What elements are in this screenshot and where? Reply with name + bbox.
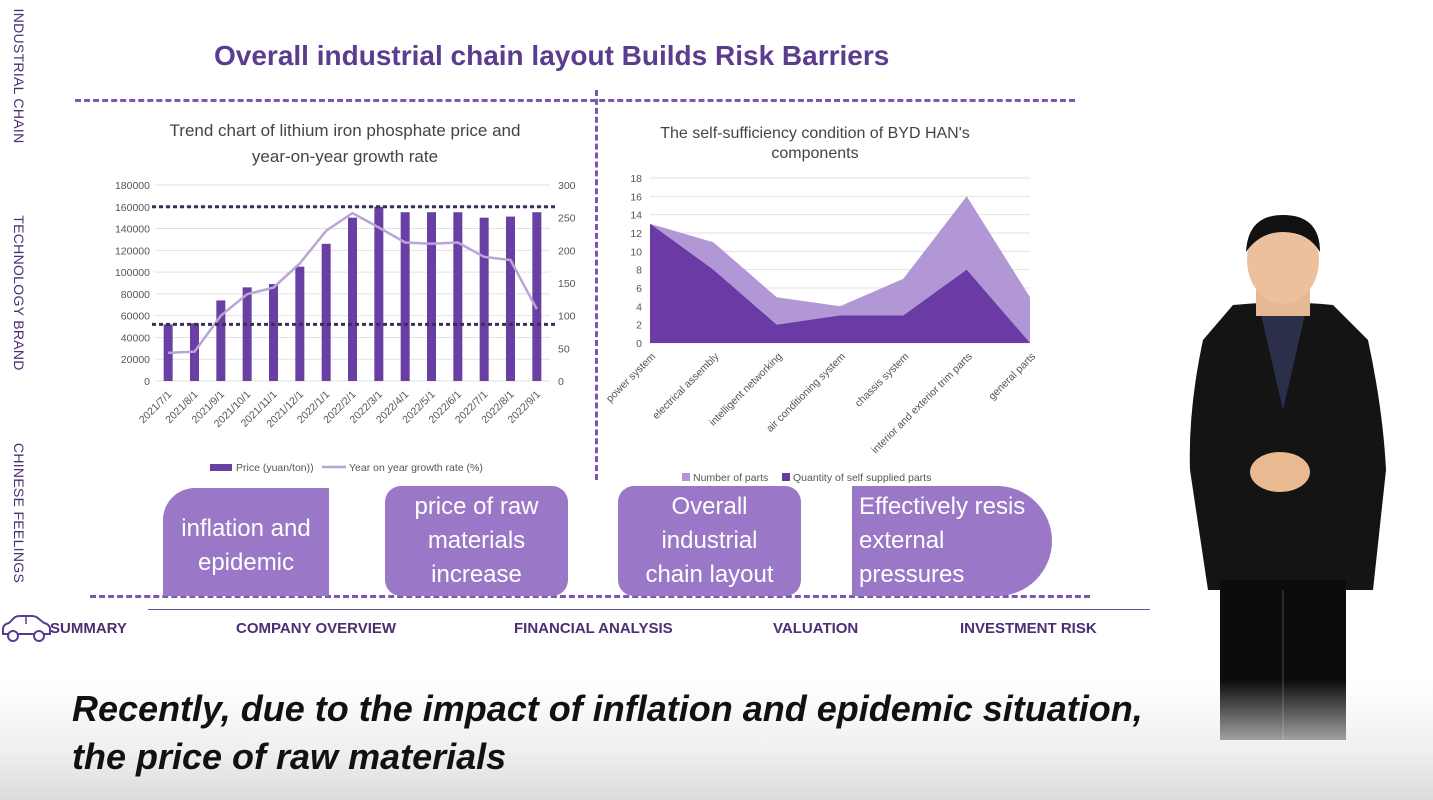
chart1-bar (479, 217, 489, 381)
chart1-price-trend: 0 20000 40000 60000 80000 100000 120000 140000 1… (115, 180, 576, 474)
chart1-legend-growth: Year on year growth rate (%) (349, 462, 483, 474)
nav-summary[interactable]: SUMMARY (50, 620, 127, 637)
side-label-industrial-chain[interactable]: INDUSTRIAL CHAIN (11, 8, 27, 144)
chart2-title-line2: components (771, 145, 859, 162)
chart1-bar (374, 206, 384, 381)
chart1-bar (506, 216, 515, 381)
chart1-bar (216, 300, 226, 381)
box-raw-materials-text: price of raw materials increase (414, 493, 539, 588)
chart1-legend-swatch-price (210, 464, 232, 471)
car-icon (2, 615, 51, 642)
chart1-growth-line (168, 211, 538, 355)
chart1-ytick-left: 40000 (121, 332, 150, 344)
presenter-figure (1189, 215, 1386, 740)
chart1-bar (532, 212, 542, 381)
nav-underline (148, 609, 1150, 610)
chart2-xtick: interior and exterior trim parts (869, 351, 974, 456)
box-industrial-layout: Overall industrial chain layout (618, 486, 801, 596)
chart1-title-line2: year-on-year growth rate (251, 147, 439, 166)
chart1-bar (348, 217, 357, 381)
chart1-ytick-left: 120000 (115, 245, 150, 257)
chart1-bar (400, 212, 410, 381)
chart1-legend-price: Price (yuan/ton)) (236, 462, 314, 474)
box-inflation-epidemic: inflation and epidemic (163, 488, 329, 596)
chart1-title-line1: Trend chart of lithium iron phosphate pr… (169, 121, 521, 140)
box-industrial-layout-text: Overall industrial chain layout (645, 493, 774, 588)
chart1-ytick-right: 150 (558, 278, 576, 290)
chart2-ytick: 16 (630, 191, 642, 203)
chart2-legend-self: Quantity of self supplied parts (793, 472, 931, 484)
chart1-bar (242, 287, 252, 381)
chart2-legend-swatch-number (682, 473, 690, 481)
chart1-bar (269, 284, 278, 381)
chart1-ytick-right: 0 (558, 376, 564, 388)
center-divider (595, 90, 598, 480)
nav-investment-risk[interactable]: INVESTMENT RISK (960, 620, 1097, 637)
chart1-ytick-left: 160000 (115, 202, 150, 214)
subtitle-line2: the price of raw materials (72, 736, 507, 777)
chart2-ytick: 18 (630, 173, 642, 185)
chart1-ytick-right: 300 (558, 180, 576, 192)
side-label-technology-brand[interactable]: TECHNOLOGY BRAND (11, 215, 27, 371)
chart1-ytick-left: 20000 (121, 354, 150, 366)
chart2-ytick: 0 (636, 338, 642, 350)
chart1-ytick-right: 100 (558, 311, 576, 323)
nav-valuation[interactable]: VALUATION (773, 620, 859, 637)
chart2-ytick: 10 (630, 246, 642, 258)
chart1-ytick-left: 0 (144, 376, 150, 388)
box-inflation-epidemic-text: inflation and epidemic (181, 515, 311, 576)
box-external-pressures: Effectively resis external pressures (852, 486, 1052, 596)
chart2-title-line1: The self-sufficiency condition of BYD HA… (660, 125, 970, 142)
chart1-ytick-right: 250 (558, 213, 576, 225)
nav-financial-analysis[interactable]: FINANCIAL ANALYSIS (514, 620, 673, 637)
chart1-bar (163, 324, 173, 381)
top-divider (75, 99, 1075, 102)
subtitle-line1: Recently, due to the impact of inflation… (72, 688, 1143, 729)
chart1-bar (453, 212, 463, 381)
nav-company-overview[interactable]: COMPANY OVERVIEW (236, 620, 397, 637)
chart2-title: The self-sufficiency condition of BYD HA… (620, 124, 1010, 164)
chart2-ytick: 12 (630, 228, 642, 240)
box-external-pressures-text: Effectively resis external pressures (859, 493, 1026, 588)
chart1-ytick-left: 80000 (121, 289, 150, 301)
chart2-xtick: chassis system (853, 350, 912, 409)
chart2-xtick: power system (604, 350, 658, 404)
subtitle-caption: Recently, due to the impact of inflation… (72, 685, 1143, 781)
chart1-ytick-left: 60000 (121, 311, 150, 323)
chart2-ytick: 14 (630, 210, 642, 222)
side-nav: INDUSTRIAL CHAIN TECHNOLOGY BRAND CHINES… (0, 0, 40, 600)
bottom-divider (90, 595, 1090, 598)
subtitle-band (0, 680, 1433, 800)
chart1-ytick-left: 180000 (115, 180, 150, 192)
chart2-legend-swatch-self (782, 473, 790, 481)
chart1-ytick-left: 140000 (115, 224, 150, 236)
page-title: Overall industrial chain layout Builds R… (214, 40, 890, 71)
side-label-chinese-feelings[interactable]: CHINESE FEELINGS (11, 442, 27, 584)
chart1-ytick-right: 50 (558, 343, 570, 355)
chart2-ytick: 4 (636, 301, 642, 313)
chart1-ytick-right: 200 (558, 245, 576, 257)
chart2-ytick: 6 (636, 283, 642, 295)
chart2-xtick: general parts (986, 351, 1038, 403)
chart2-legend-number: Number of parts (693, 472, 768, 484)
chart2-ytick: 2 (636, 320, 642, 332)
chart1-ytick-left: 100000 (115, 267, 150, 279)
chart2-xtick: electrical assembly (650, 350, 722, 422)
chart2-ytick: 8 (636, 265, 642, 277)
box-raw-materials: price of raw materials increase (385, 486, 568, 596)
chart2-area-self-supplied (650, 223, 1030, 343)
chart1-bar (321, 243, 331, 381)
chart1-title: Trend chart of lithium iron phosphate pr… (150, 118, 540, 170)
chart1-bar (427, 212, 436, 381)
